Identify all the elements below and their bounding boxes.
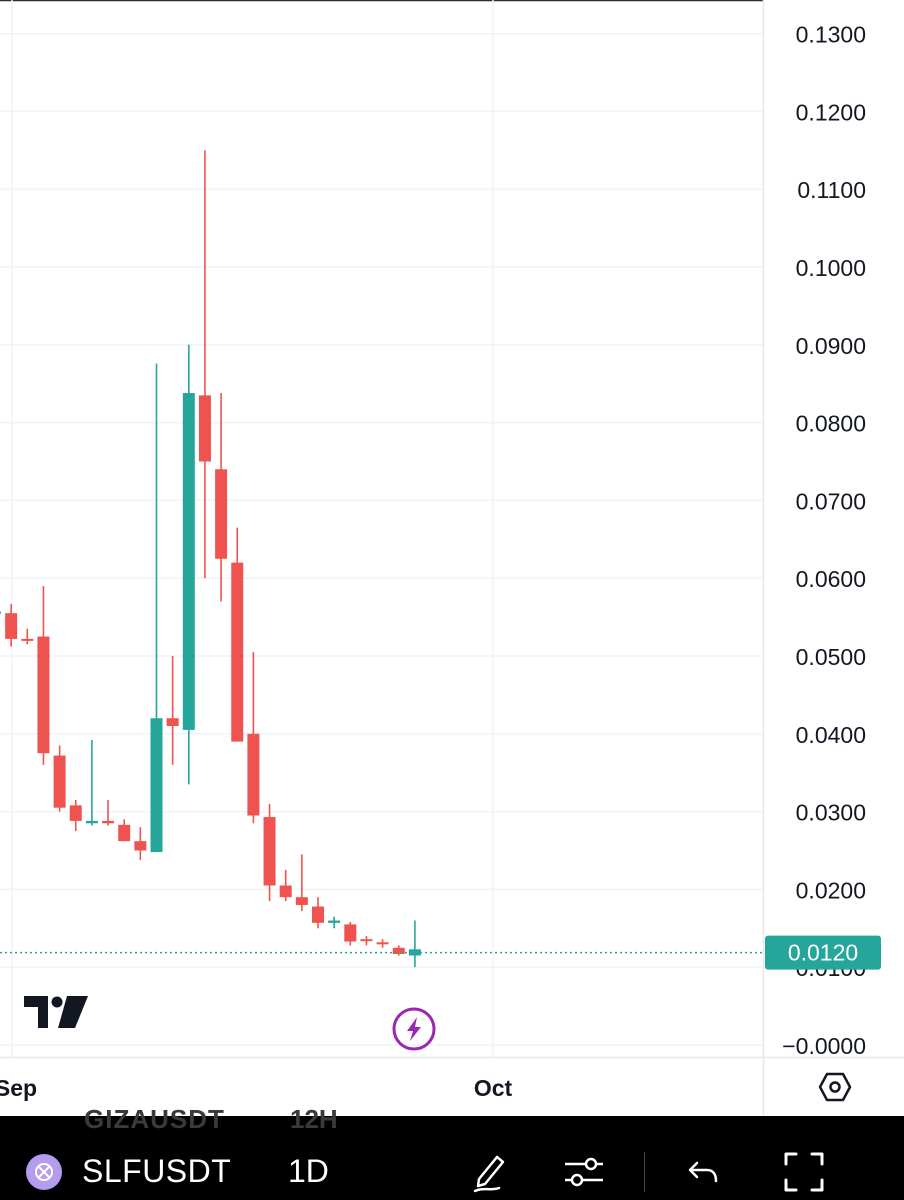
sliders-icon	[565, 1157, 603, 1187]
candle-body	[118, 824, 131, 842]
last-price-badge	[765, 935, 881, 970]
candle-body	[247, 733, 260, 816]
price-axis-label: 0.0900	[796, 333, 866, 359]
candle[interactable]	[263, 803, 276, 902]
drawing-tools-button[interactable]	[464, 1146, 516, 1198]
price-axis-label: 0.1300	[796, 22, 866, 48]
fullscreen-button[interactable]	[778, 1146, 830, 1198]
price-axis-label: 0.0500	[796, 644, 866, 670]
price-axis-label: 0.0400	[796, 722, 866, 748]
symbol-glyph	[35, 1163, 53, 1181]
candle-body	[21, 638, 34, 641]
candle-body	[5, 613, 18, 639]
chart-area[interactable]: 0.1300 0.1200 0.1100 0.1000 0.0900 0.0800 0.07…	[0, 0, 904, 1116]
candle-body	[166, 718, 179, 727]
candle-body	[279, 885, 292, 898]
pencil-icon	[473, 1155, 505, 1193]
candle[interactable]	[102, 799, 115, 826]
price-axis-label: 0.0600	[796, 566, 866, 592]
candle-body	[392, 947, 405, 954]
candle-body	[198, 395, 211, 462]
candle[interactable]	[21, 628, 34, 645]
lightning-icon[interactable]	[392, 1007, 436, 1051]
price-axis-label: 0.0200	[796, 877, 866, 903]
grid	[0, 0, 763, 1057]
candle-body	[37, 636, 50, 754]
candle[interactable]	[295, 854, 308, 912]
time-axis[interactable]: Sep Oct	[0, 1075, 513, 1101]
candle-body	[102, 820, 115, 824]
last-price-label: 0.0120	[788, 940, 858, 966]
symbol-button[interactable]: SLFUSDT	[82, 1153, 232, 1189]
candlestick-chart[interactable]: 0.1300 0.1200 0.1100 0.1000 0.0900 0.0800 0.07…	[0, 0, 904, 1116]
candle-body	[69, 805, 82, 821]
price-axis-label: 0.0800	[796, 411, 866, 437]
candle[interactable]	[69, 799, 82, 832]
tradingview-logo[interactable]	[24, 996, 88, 1028]
chart-background	[0, 0, 904, 1116]
candle[interactable]	[166, 656, 179, 765]
interval-button[interactable]: 1D	[288, 1153, 329, 1189]
price-axis-label: 0.1200	[796, 99, 866, 125]
price-axis-label: 0.0700	[796, 488, 866, 514]
price-axis-label: 0.1000	[796, 255, 866, 281]
time-axis-label: Sep	[0, 1075, 37, 1101]
candle[interactable]	[392, 945, 405, 956]
candle[interactable]	[279, 869, 292, 902]
undo-icon	[688, 1161, 718, 1183]
candle[interactable]	[312, 897, 324, 929]
fullscreen-icon	[784, 1152, 824, 1192]
hexagon-settings-icon	[818, 1072, 852, 1102]
chart-settings-button[interactable]	[806, 1062, 864, 1112]
undo-button[interactable]	[678, 1146, 730, 1198]
candle[interactable]	[360, 936, 373, 946]
candle[interactable]	[231, 527, 244, 742]
previous-interval-ghost: 12H	[290, 1104, 338, 1134]
candle-body	[134, 841, 147, 851]
candle[interactable]	[134, 827, 147, 860]
candle[interactable]	[215, 393, 228, 602]
candle[interactable]	[182, 344, 195, 785]
candle[interactable]	[247, 652, 260, 824]
candle[interactable]	[37, 585, 50, 765]
candle-body	[312, 906, 324, 923]
candle[interactable]	[5, 603, 18, 647]
candle[interactable]	[328, 916, 341, 929]
candle-body	[182, 393, 195, 730]
symbol-logo-icon[interactable]	[26, 1154, 62, 1190]
candle-body	[85, 820, 98, 824]
candle-body	[408, 949, 421, 956]
candle-body	[376, 942, 389, 945]
candle-body	[0, 611, 1, 614]
previous-symbol-ghost: GIZAUSDT	[84, 1104, 225, 1134]
price-axis-label: 0.0300	[796, 800, 866, 826]
candle[interactable]	[53, 745, 66, 812]
candle-body	[53, 755, 66, 808]
candle-body	[150, 718, 163, 853]
toolbar-divider	[644, 1152, 645, 1192]
candle[interactable]	[118, 819, 131, 842]
time-axis-label: Oct	[474, 1075, 513, 1101]
candle-body	[295, 897, 308, 905]
indicators-button[interactable]	[558, 1146, 610, 1198]
candle[interactable]	[198, 150, 211, 579]
candle[interactable]	[0, 609, 1, 615]
candle-body	[263, 817, 276, 886]
candle-body	[360, 939, 373, 942]
last-price-line: 0.0120	[0, 935, 881, 970]
candle[interactable]	[344, 922, 357, 946]
candles[interactable]	[0, 150, 421, 968]
price-axis-label: −0.0000	[782, 1033, 866, 1059]
candle[interactable]	[376, 939, 389, 948]
candle-body	[231, 562, 244, 742]
candle[interactable]	[150, 363, 163, 853]
candle-body	[215, 469, 228, 559]
bottom-toolbar: GIZAUSDT 12H SLFUSDT 1D	[0, 1104, 904, 1200]
price-axis-label: 0.1100	[797, 177, 866, 203]
candle-body	[328, 920, 341, 923]
candle[interactable]	[408, 920, 421, 968]
candle[interactable]	[85, 740, 98, 826]
candle-body	[344, 924, 357, 942]
